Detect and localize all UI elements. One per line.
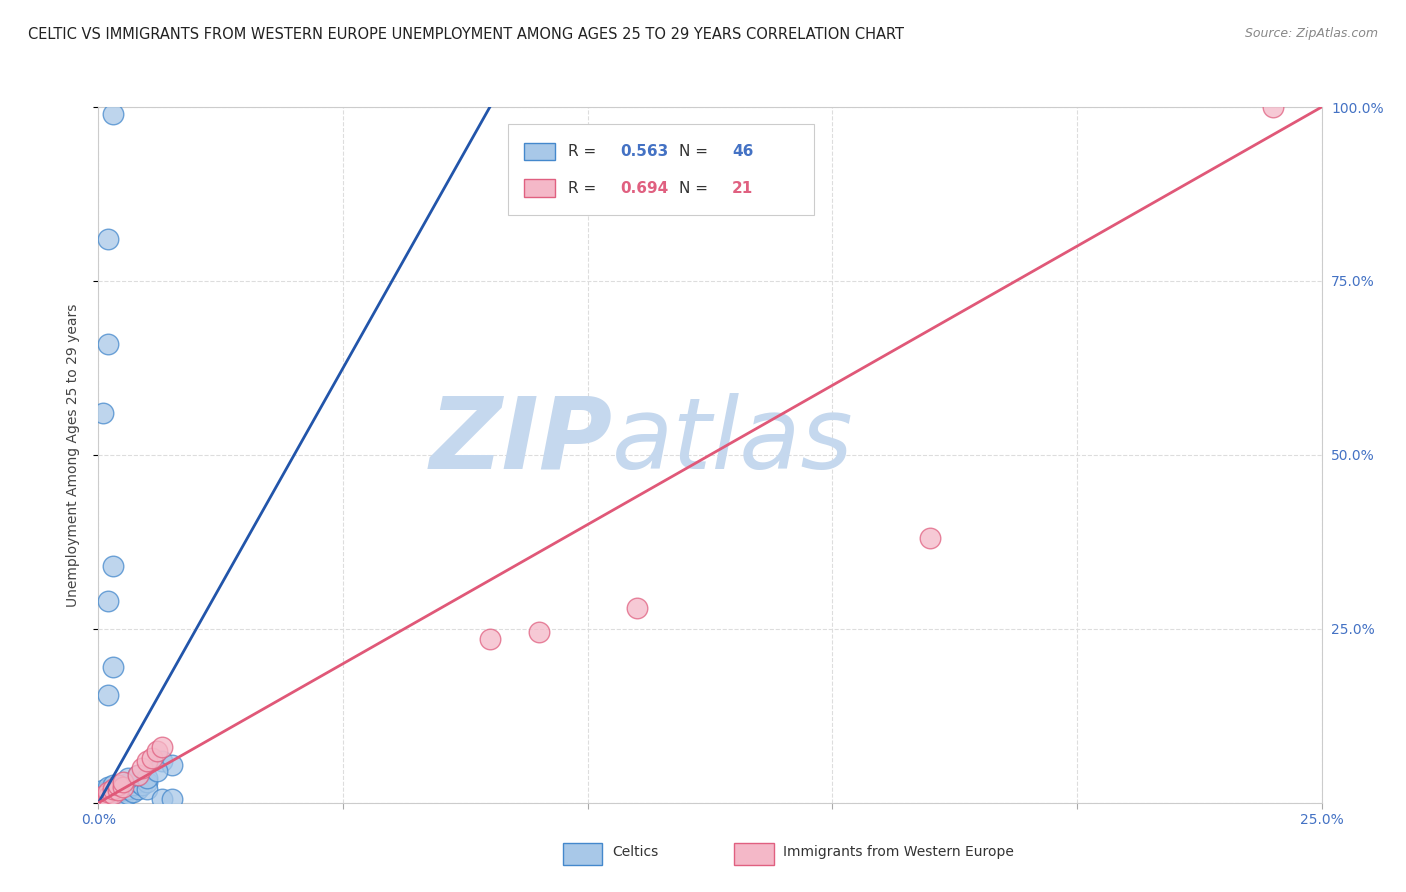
Point: [150, 740, 173, 755]
Point: [97, 788, 120, 802]
Text: 0.694: 0.694: [620, 180, 669, 195]
Point: [111, 783, 134, 797]
Point: [107, 778, 129, 792]
Text: Immigrants from Western Europe: Immigrants from Western Europe: [783, 845, 1014, 858]
Point: [146, 744, 169, 758]
Point: [101, 559, 124, 574]
Point: [1261, 100, 1284, 114]
Text: CELTIC VS IMMIGRANTS FROM WESTERN EUROPE UNEMPLOYMENT AMONG AGES 25 TO 29 YEARS : CELTIC VS IMMIGRANTS FROM WESTERN EUROPE…: [28, 27, 904, 42]
Bar: [524, 143, 555, 160]
Point: [626, 601, 648, 615]
Point: [97, 792, 120, 806]
Point: [117, 788, 139, 802]
Point: [136, 772, 159, 786]
Point: [97, 336, 120, 351]
Point: [91, 783, 114, 797]
Point: [920, 532, 942, 546]
Point: [136, 781, 159, 796]
Point: [146, 764, 169, 779]
Y-axis label: Unemployment Among Ages 25 to 29 years: Unemployment Among Ages 25 to 29 years: [66, 303, 80, 607]
Point: [91, 792, 114, 806]
Text: Source: ZipAtlas.com: Source: ZipAtlas.com: [1244, 27, 1378, 40]
Point: [101, 781, 124, 796]
Point: [97, 783, 120, 797]
Text: atlas: atlas: [612, 392, 853, 490]
Point: [117, 776, 139, 790]
Point: [97, 785, 120, 799]
Point: [107, 785, 129, 799]
Point: [101, 792, 124, 806]
Point: [97, 594, 120, 608]
Point: [111, 789, 134, 803]
Point: [97, 780, 120, 795]
Point: [131, 778, 153, 792]
Point: [150, 792, 173, 806]
Point: [101, 789, 124, 803]
Point: [97, 232, 120, 246]
Text: 46: 46: [733, 144, 754, 159]
Point: [101, 785, 124, 799]
Text: N =: N =: [679, 144, 713, 159]
Point: [101, 778, 124, 792]
Bar: [524, 179, 555, 197]
Point: [111, 780, 134, 795]
Point: [127, 768, 149, 782]
Point: [117, 781, 139, 796]
Point: [127, 768, 149, 782]
Point: [97, 790, 120, 805]
Point: [97, 688, 120, 702]
Point: [101, 781, 124, 796]
Point: [101, 107, 124, 121]
Text: N =: N =: [679, 180, 713, 195]
Text: R =: R =: [568, 144, 602, 159]
Point: [127, 781, 149, 796]
Point: [91, 788, 114, 802]
Point: [160, 792, 183, 806]
Point: [111, 778, 134, 792]
Point: [527, 625, 550, 640]
Text: Celtics: Celtics: [612, 845, 658, 858]
Point: [136, 775, 159, 789]
Text: R =: R =: [568, 180, 602, 195]
Point: [127, 775, 149, 789]
Bar: [734, 843, 773, 865]
Point: [91, 406, 114, 420]
Point: [150, 754, 173, 768]
Text: ZIP: ZIP: [429, 392, 612, 490]
Point: [91, 790, 114, 805]
Point: [111, 775, 134, 789]
Point: [141, 750, 163, 764]
Point: [107, 780, 129, 795]
Point: [117, 772, 139, 786]
Point: [121, 778, 143, 792]
Point: [121, 785, 143, 799]
Point: [101, 660, 124, 674]
Point: [107, 783, 129, 797]
Text: 0.563: 0.563: [620, 144, 669, 159]
Point: [91, 792, 114, 806]
Point: [478, 632, 501, 647]
Point: [136, 754, 159, 768]
Point: [131, 761, 153, 775]
Point: [101, 788, 124, 802]
Point: [97, 790, 120, 805]
Point: [91, 789, 114, 803]
Point: [160, 757, 183, 772]
Bar: [564, 843, 602, 865]
Text: 21: 21: [733, 180, 754, 195]
FancyBboxPatch shape: [508, 124, 814, 215]
Point: [107, 790, 129, 805]
